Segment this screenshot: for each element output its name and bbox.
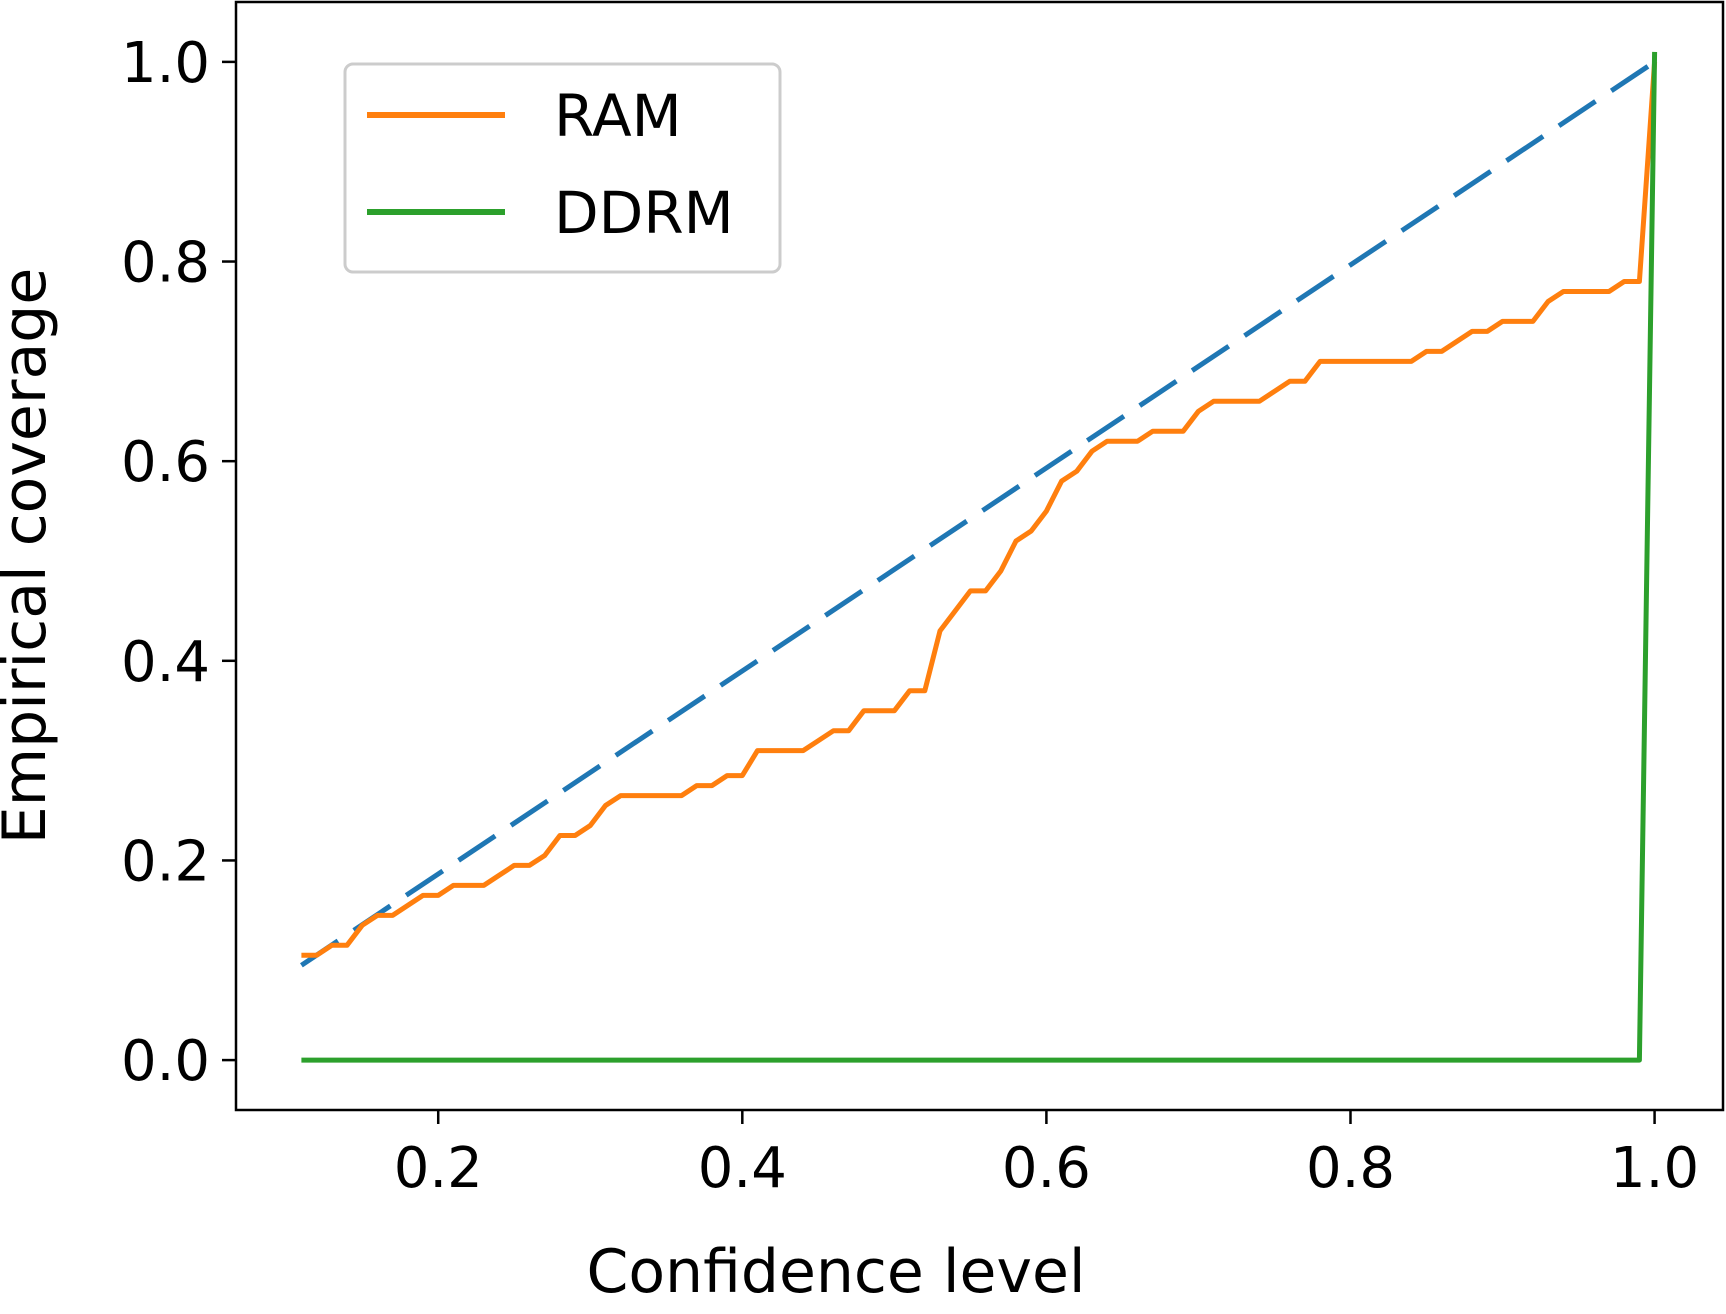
- y-axis-label: Empirical coverage: [0, 268, 60, 845]
- y-tick-label: 0.4: [121, 630, 210, 695]
- y-tick-label: 0.2: [121, 829, 210, 894]
- y-tick-label: 0.8: [121, 231, 210, 296]
- series-line-ideal-diagonal: [300, 59, 1656, 968]
- plot-frame: [234, 0, 1725, 1112]
- x-axis-label: Confidence level: [586, 1237, 1085, 1307]
- x-tick-label: 1.0: [1610, 1136, 1699, 1201]
- y-tick-label: 1.0: [121, 31, 210, 96]
- x-tick-label: 0.2: [394, 1136, 483, 1201]
- y-tick-label: 0.0: [121, 1029, 210, 1094]
- series-line-ddrm: [301, 51, 1658, 1063]
- x-tick-label: 0.8: [1306, 1136, 1395, 1201]
- x-axis: 0.2 0.4 0.6 0.8 1.0: [394, 1110, 1699, 1201]
- x-tick-label: 0.4: [698, 1136, 787, 1201]
- x-tick-label: 0.6: [1002, 1136, 1091, 1201]
- y-axis: 0.0 0.2 0.4 0.6 0.8 1.0: [121, 31, 236, 1094]
- y-tick-label: 0.6: [121, 430, 210, 495]
- legend: RAM DDRM: [343, 62, 782, 274]
- series-line-ram: [301, 61, 1658, 958]
- legend-label-ddrm: DDRM: [554, 179, 734, 247]
- plot-area: [300, 51, 1658, 1063]
- legend-label-ram: RAM: [554, 82, 682, 150]
